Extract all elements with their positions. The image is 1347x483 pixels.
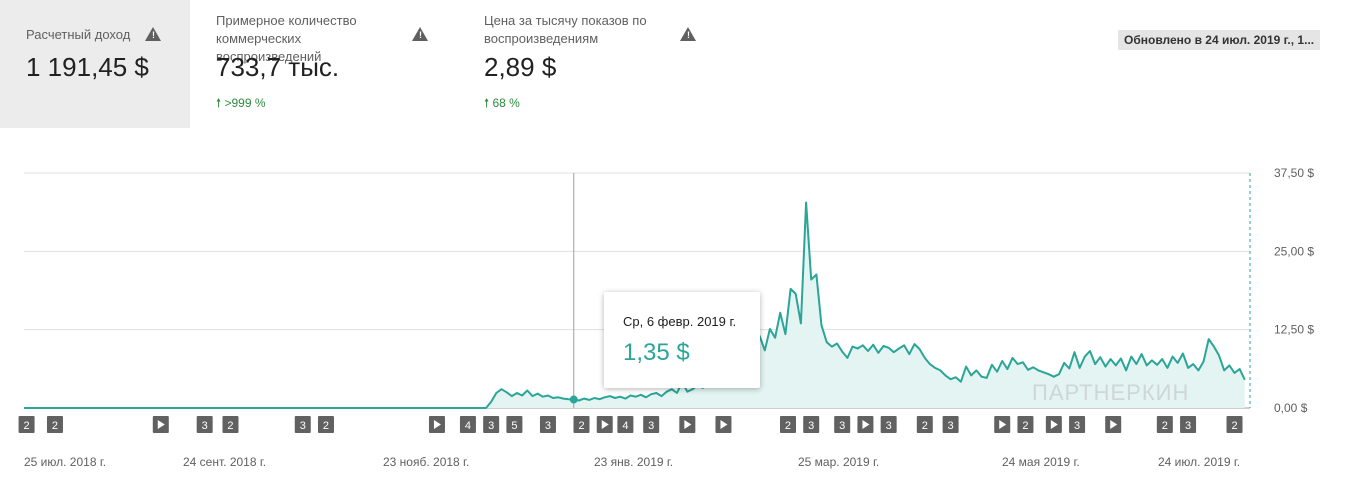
- svg-text:2: 2: [52, 420, 58, 432]
- video-count-marker[interactable]: 3: [196, 416, 213, 433]
- svg-text:3: 3: [488, 420, 494, 432]
- series-line: [24, 201, 1246, 409]
- video-marker-icon[interactable]: [679, 416, 696, 433]
- metric-label: Расчетный доход: [26, 27, 131, 42]
- svg-text:3: 3: [545, 420, 551, 432]
- svg-text:2: 2: [1231, 420, 1237, 432]
- svg-text:2: 2: [785, 420, 791, 432]
- video-count-marker[interactable]: 3: [294, 416, 311, 433]
- metric-card-revenue[interactable]: Расчетный доход ! 1 191,45 $: [0, 0, 190, 128]
- metric-delta: 🠕 68 %: [484, 94, 520, 115]
- video-count-marker[interactable]: 2: [779, 416, 796, 433]
- x-tick-label: 25 июл. 2018 г.: [24, 455, 106, 469]
- arrow-up-icon: 🠕: [484, 96, 490, 110]
- warning-icon: !: [412, 27, 428, 41]
- y-tick-label: 25,00 $: [1274, 244, 1314, 258]
- video-marker-icon[interactable]: [596, 416, 613, 433]
- metrics-bar: Расчетный доход ! 1 191,45 $ Примерное к…: [0, 0, 1347, 128]
- video-marker-icon[interactable]: [857, 416, 874, 433]
- video-count-marker[interactable]: 3: [1069, 416, 1086, 433]
- video-marker-icon[interactable]: [715, 416, 732, 433]
- y-tick-label: 37,50 $: [1274, 166, 1314, 180]
- svg-text:2: 2: [323, 420, 329, 432]
- svg-text:3: 3: [1074, 420, 1080, 432]
- x-tick-label: 23 янв. 2019 г.: [594, 455, 673, 469]
- warning-icon: !: [145, 27, 161, 41]
- x-tick-label: 25 мар. 2019 г.: [798, 455, 879, 469]
- video-count-marker[interactable]: 2: [573, 416, 590, 433]
- x-tick-label: 24 июл. 2019 г.: [1158, 455, 1240, 469]
- revenue-chart[interactable]: 37,50 $ 25,00 $ 12,50 $ 0,00 $ 2 2 3 2 3 2 4 3 5 3 2 4 3…: [0, 140, 1347, 483]
- svg-text:3: 3: [886, 420, 892, 432]
- metric-label: Примерное количество коммерческих воспро…: [216, 13, 357, 64]
- video-marker-icon[interactable]: [1105, 416, 1122, 433]
- updated-timestamp: Обновлено в 24 июл. 2019 г., 1...: [1118, 30, 1321, 50]
- metric-label: Цена за тысячу показов по воспроизведени…: [484, 13, 647, 46]
- video-count-marker[interactable]: 2: [18, 416, 35, 433]
- video-marker-icon[interactable]: [1045, 416, 1062, 433]
- svg-text:3: 3: [808, 420, 814, 432]
- metric-delta-value: 68 %: [492, 96, 520, 110]
- svg-text:2: 2: [24, 420, 30, 432]
- metric-value: 733,7 тыс.: [216, 52, 340, 82]
- video-count-marker[interactable]: 3: [643, 416, 660, 433]
- metric-card-cpm[interactable]: Цена за тысячу показов по воспроизведени…: [458, 0, 718, 128]
- svg-text:4: 4: [622, 420, 628, 432]
- video-count-marker[interactable]: 3: [539, 416, 556, 433]
- svg-text:5: 5: [511, 420, 517, 432]
- svg-text:2: 2: [1022, 420, 1028, 432]
- video-count-marker[interactable]: 2: [916, 416, 933, 433]
- video-marker-icon[interactable]: [152, 416, 169, 433]
- svg-text:2: 2: [578, 420, 584, 432]
- svg-text:2: 2: [1162, 420, 1168, 432]
- video-count-marker[interactable]: 3: [1180, 416, 1197, 433]
- hover-point: [569, 395, 578, 404]
- chart-tooltip: Ср, 6 февр. 2019 г. 1,35 $: [604, 292, 760, 388]
- x-tick-label: 24 мая 2019 г.: [1002, 455, 1080, 469]
- metric-delta-value: >999 %: [224, 96, 266, 110]
- x-tick-label: 24 сент. 2018 г.: [183, 455, 266, 469]
- video-count-marker[interactable]: 3: [880, 416, 897, 433]
- video-count-marker[interactable]: 5: [506, 416, 523, 433]
- y-tick-label: 0,00 $: [1274, 401, 1308, 415]
- video-count-marker[interactable]: 4: [459, 416, 476, 433]
- svg-text:4: 4: [465, 420, 471, 432]
- svg-text:3: 3: [202, 420, 208, 432]
- video-marker-icon[interactable]: [428, 416, 445, 433]
- svg-text:3: 3: [948, 420, 954, 432]
- video-count-marker[interactable]: 2: [46, 416, 63, 433]
- series-area: [24, 202, 1245, 408]
- video-count-marker[interactable]: 2: [1226, 416, 1243, 433]
- metric-card-playbacks[interactable]: Примерное количество коммерческих воспро…: [190, 0, 448, 128]
- watermark: ПАРТНЕРКИН: [1032, 380, 1190, 405]
- y-tick-label: 12,50 $: [1274, 323, 1314, 337]
- arrow-up-icon: 🠕: [216, 96, 222, 110]
- video-count-marker[interactable]: 3: [834, 416, 851, 433]
- svg-text:3: 3: [839, 420, 845, 432]
- tooltip-value: 1,35 $: [623, 339, 690, 366]
- metric-value: 1 191,45 $: [26, 52, 149, 82]
- x-tick-label: 23 нояб. 2018 г.: [383, 455, 469, 469]
- tooltip-date: Ср, 6 февр. 2019 г.: [623, 314, 737, 329]
- video-count-marker[interactable]: 3: [942, 416, 959, 433]
- video-count-marker[interactable]: 3: [803, 416, 820, 433]
- metric-delta: 🠕 >999 %: [216, 94, 266, 115]
- video-count-marker[interactable]: 4: [617, 416, 634, 433]
- svg-text:2: 2: [227, 420, 233, 432]
- video-count-marker[interactable]: 2: [1017, 416, 1034, 433]
- video-count-marker[interactable]: 2: [222, 416, 239, 433]
- video-count-marker[interactable]: 2: [1156, 416, 1173, 433]
- video-count-marker[interactable]: 2: [317, 416, 334, 433]
- svg-text:2: 2: [922, 420, 928, 432]
- svg-text:3: 3: [1185, 420, 1191, 432]
- warning-icon: !: [680, 27, 696, 41]
- metric-value: 2,89 $: [484, 52, 557, 82]
- video-count-marker[interactable]: 3: [483, 416, 500, 433]
- svg-text:3: 3: [300, 420, 306, 432]
- video-marker-icon[interactable]: [994, 416, 1011, 433]
- svg-text:3: 3: [648, 420, 654, 432]
